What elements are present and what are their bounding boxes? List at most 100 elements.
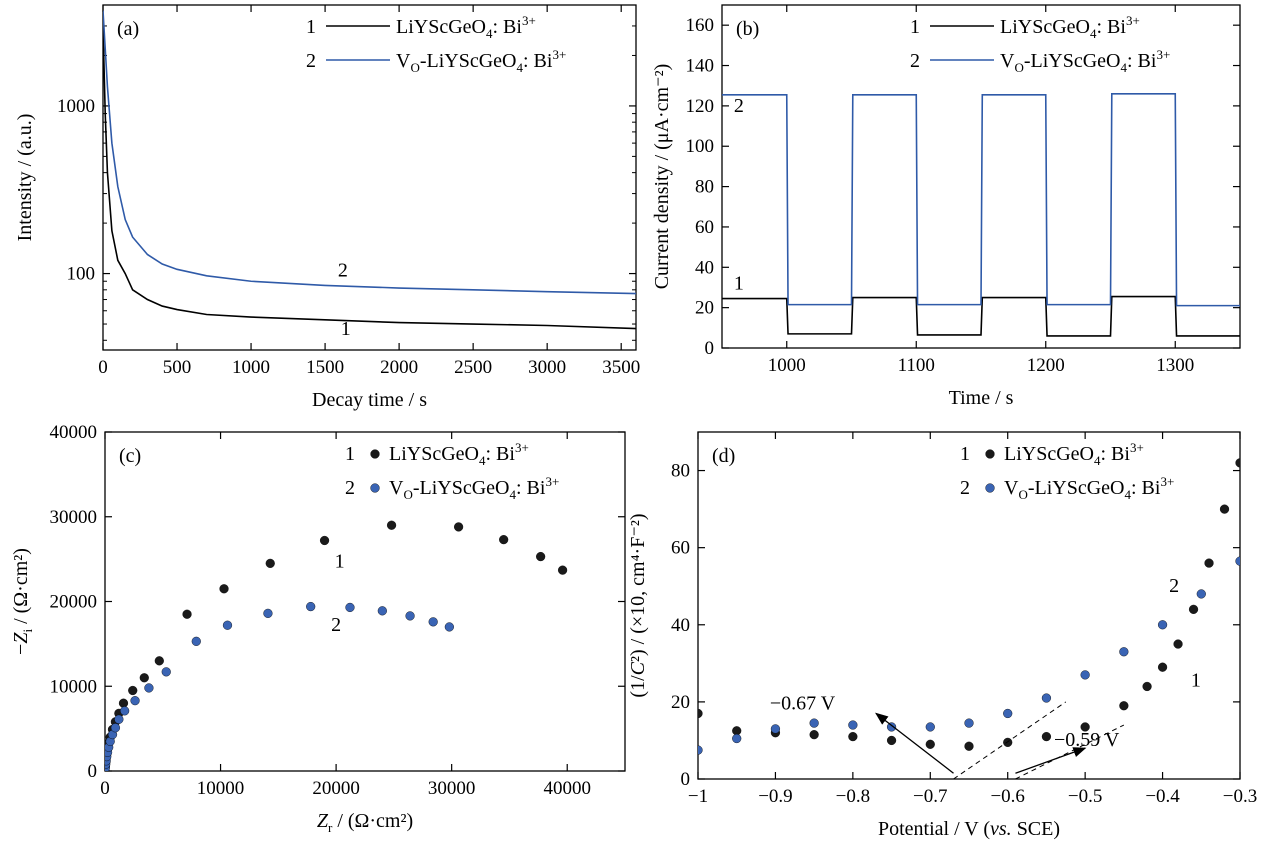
series-2-point: [120, 706, 130, 716]
x-tick-label: 30000: [428, 778, 476, 799]
x-tick-label: 20000: [312, 778, 360, 799]
series-1-point: [1041, 731, 1052, 742]
x-tick-label: 3000: [528, 357, 566, 378]
series-1-point: [118, 698, 129, 708]
x-tick-label: 1200: [1027, 355, 1065, 376]
series-1-point: [848, 731, 858, 742]
legend-label: LiYScGeO4: Bi3+: [396, 13, 536, 41]
series-1-point: [182, 609, 192, 619]
legend-label: LiYScGeO4: Bi3+: [1004, 440, 1144, 468]
panel-label: (d): [712, 445, 735, 467]
series-1-point: [732, 726, 742, 736]
series-2-point: [130, 696, 140, 706]
series-2-point: [222, 620, 233, 630]
annotation: 1: [1191, 669, 1201, 691]
series-2-point: [114, 714, 124, 724]
series-1-point: [1188, 604, 1199, 614]
y-tick-label: 80: [695, 177, 714, 198]
tangent-line: [1015, 724, 1125, 780]
series-1-point: [1235, 458, 1240, 468]
series-1-point: [319, 535, 330, 546]
series-2-point: [1003, 708, 1013, 719]
series-line-1: [722, 295, 1240, 337]
panel-label: (a): [117, 18, 139, 40]
x-tick-label: 1100: [898, 355, 935, 376]
y-tick-label: 20: [671, 692, 690, 713]
series-2-point: [698, 745, 703, 755]
series-1-point: [265, 558, 275, 568]
annotation: −0.67 V: [770, 693, 836, 715]
panel-c: 0 10000 20000 30000 40000 0 10000 20000 30000 400…: [10, 422, 626, 835]
series-1-point: [454, 522, 464, 532]
legend-number: 1: [306, 16, 316, 38]
annotation: 2: [331, 614, 341, 636]
annotation: 1: [341, 318, 351, 340]
legend-label: LiYScGeO4: Bi3+: [389, 440, 529, 468]
x-tick-label: 1000: [232, 357, 270, 378]
series-1-point: [1080, 722, 1090, 732]
x-tick-label: −0.9: [758, 786, 792, 807]
series-layer: [103, 10, 636, 330]
y-tick-label: 1000: [57, 96, 95, 117]
series-1-point: [536, 551, 546, 562]
y-tick-label: 80: [671, 461, 690, 482]
y-axis-label: Current density / (μA·cm⁻²): [651, 64, 673, 290]
series-2-point: [1041, 693, 1052, 703]
plot-frame: [102, 4, 637, 351]
series-1-point: [964, 741, 974, 751]
legend-swatch: [370, 483, 380, 493]
series-2-point: [405, 611, 415, 621]
series-2-point: [886, 722, 897, 732]
y-tick-label: 60: [695, 217, 714, 238]
series-1-point: [139, 673, 149, 683]
annotation: −0.59 V: [1054, 729, 1120, 751]
y-tick-label: 0: [88, 761, 98, 782]
y-tick-label: 60: [671, 538, 690, 559]
series-1-point: [386, 520, 397, 530]
series-layer: [722, 92, 1240, 337]
x-tick-label: −0.5: [1068, 786, 1102, 807]
y-tick-label: 140: [686, 56, 715, 77]
series-1-point: [698, 708, 703, 719]
x-tick-label: 1500: [306, 357, 344, 378]
legend-label: LiYScGeO4: Bi3+: [1000, 13, 1140, 41]
legend-label: VO-LiYScGeO4: Bi3+: [1000, 47, 1170, 75]
series-2-point: [964, 718, 974, 728]
y-tick-label: 30000: [50, 507, 98, 528]
x-axis-label: Time / s: [949, 387, 1014, 409]
plot-frame: [721, 4, 1241, 349]
x-tick-label: −1: [688, 786, 708, 807]
series-line-1: [103, 25, 636, 330]
y-tick-label: 20: [695, 298, 714, 319]
x-tick-label: 0: [100, 778, 110, 799]
y-tick-label: 100: [67, 264, 96, 285]
panel-a: 0 500 1000 1500 2000 2500 3000 3500 100 1000 (a) De…: [14, 4, 640, 411]
legend-number: 1: [960, 443, 970, 465]
legend-label: VO-LiYScGeO4: Bi3+: [1004, 474, 1174, 502]
legend-swatch: [370, 449, 380, 459]
series-2-point: [848, 720, 858, 730]
panel-label: (c): [119, 445, 141, 467]
panel-b: 1000 1100 1200 1300 0 20 40 60 80 100 120 140 160 (b)…: [651, 4, 1241, 409]
legend-label: VO-LiYScGeO4: Bi3+: [396, 47, 566, 75]
series-2-point: [1080, 670, 1090, 680]
x-tick-label: 500: [163, 357, 192, 378]
series-2-point: [732, 733, 742, 744]
series-2-point: [263, 608, 273, 618]
x-tick-label: 10000: [197, 778, 245, 799]
y-tick-label: 20000: [50, 592, 98, 613]
y-tick-label: 120: [686, 96, 715, 117]
legend-label: VO-LiYScGeO4: Bi3+: [389, 474, 559, 502]
x-tick-label: −0.6: [990, 786, 1024, 807]
x-tick-label: −0.3: [1223, 786, 1257, 807]
x-tick-label: 3500: [602, 357, 640, 378]
annotation: 2: [734, 95, 744, 117]
annotation: 1: [335, 551, 345, 573]
series-2-point: [306, 601, 316, 612]
legend-swatch: [985, 483, 995, 493]
series-1-point: [1173, 639, 1183, 649]
x-tick-label: 40000: [543, 778, 591, 799]
series-line-2: [103, 10, 636, 295]
plot-frame: [697, 431, 1241, 780]
series-2-point: [1235, 556, 1240, 566]
